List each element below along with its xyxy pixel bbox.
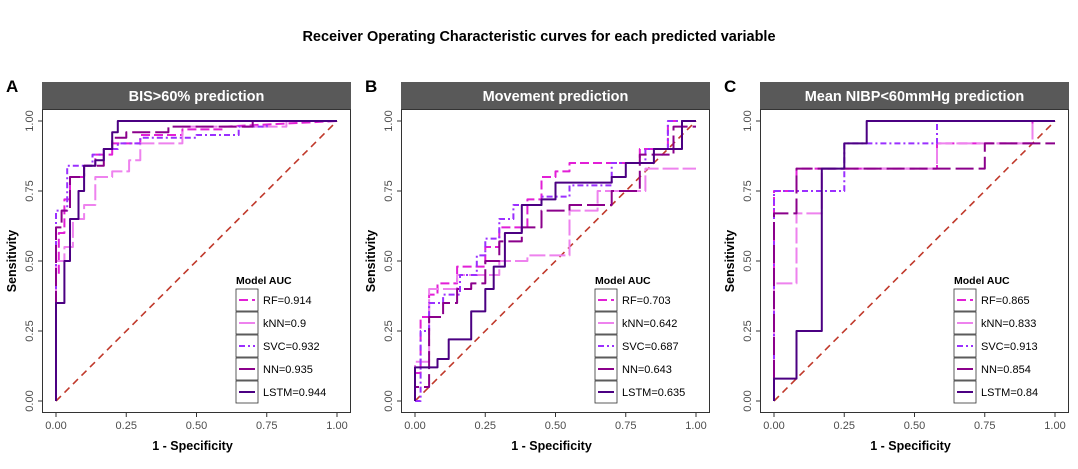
legend-label-knn: kNN=0.833 — [981, 318, 1036, 330]
x-tick-label: 0.25 — [475, 420, 496, 432]
legend-key-box — [594, 334, 618, 358]
panel-title: Movement prediction — [483, 89, 629, 105]
y-tick-label: 0.50 — [742, 250, 754, 271]
y-tick-label: 1.00 — [742, 110, 754, 131]
x-tick-label: 0.75 — [974, 420, 995, 432]
legend-title: Model AUC — [236, 275, 292, 287]
y-tick-label: 0.75 — [383, 180, 395, 201]
x-tick-label: 1.00 — [685, 420, 706, 432]
x-tick-label: 0.00 — [45, 420, 66, 432]
y-tick-label: 0.00 — [383, 390, 395, 411]
y-axis-title: Sensitivity — [723, 230, 737, 293]
x-tick-label: 0.75 — [615, 420, 636, 432]
y-tick-label: 0.00 — [742, 390, 754, 411]
y-axis-title: Sensitivity — [5, 230, 19, 293]
legend-title: Model AUC — [595, 275, 651, 287]
y-tick-label: 0.00 — [24, 390, 36, 411]
panel-title: Mean NIBP<60mmHg prediction — [805, 89, 1025, 105]
roc-curve-svc — [55, 120, 337, 401]
x-tick-label: 1.00 — [326, 420, 347, 432]
y-tick-label: 1.00 — [383, 110, 395, 131]
legend-label-knn: kNN=0.9 — [263, 318, 306, 330]
chance-diagonal — [55, 120, 338, 402]
x-tick-label: 0.50 — [904, 420, 925, 432]
legend-label-svc: SVC=0.932 — [263, 341, 320, 353]
legend-key-box — [953, 334, 977, 358]
panels-container: A BIS>60% prediction 0.00 0.25 0.50 0.75 1.00 0… — [5, 77, 1069, 453]
panel-strip — [401, 82, 710, 109]
roc-panel-c: C Mean NIBP<60mmHg prediction 0.00 0.25 0.50… — [723, 77, 1069, 453]
y-tick-label: 0.25 — [24, 320, 36, 341]
roc-curve-lstm — [55, 120, 337, 401]
panel-strip — [760, 82, 1069, 109]
legend-label-nn: NN=0.935 — [263, 364, 313, 376]
legend-label-lstm: LSTM=0.635 — [622, 387, 685, 399]
legend-label-svc: SVC=0.687 — [622, 341, 679, 353]
legend-label-lstm: LSTM=0.84 — [981, 387, 1038, 399]
legend-label-knn: kNN=0.642 — [622, 318, 677, 330]
y-tick-label: 0.25 — [383, 320, 395, 341]
roc-curve-nn — [414, 125, 696, 401]
roc-curve-nn — [773, 142, 1055, 401]
panel-label: C — [724, 77, 736, 96]
x-tick-label: 0.50 — [186, 420, 207, 432]
panel-strip — [42, 82, 351, 109]
y-tick-label: 0.50 — [24, 250, 36, 271]
x-tick-label: 0.75 — [256, 420, 277, 432]
x-axis-title: 1 - Specificity — [511, 439, 592, 453]
panel-label: A — [6, 77, 18, 96]
legend-label-nn: NN=0.643 — [622, 364, 672, 376]
chance-diagonal — [773, 120, 1056, 402]
legend-label-rf: RF=0.914 — [263, 295, 312, 307]
roc-panel-a: A BIS>60% prediction 0.00 0.25 0.50 0.75 1.00 0… — [5, 77, 351, 453]
legend-title: Model AUC — [954, 275, 1010, 287]
x-tick-label: 0.00 — [404, 420, 425, 432]
x-tick-label: 0.25 — [116, 420, 137, 432]
y-tick-label: 1.00 — [24, 110, 36, 131]
x-axis-title: 1 - Specificity — [870, 439, 951, 453]
legend-label-svc: SVC=0.913 — [981, 341, 1038, 353]
legend-key-box — [235, 334, 259, 358]
roc-panel-b: B Movement prediction 0.00 0.25 0.50 0.75 1.00… — [364, 77, 710, 453]
panel-title: BIS>60% prediction — [129, 89, 265, 105]
x-tick-label: 1.00 — [1044, 420, 1065, 432]
y-tick-label: 0.75 — [742, 180, 754, 201]
legend-label-rf: RF=0.703 — [622, 295, 671, 307]
y-axis-title: Sensitivity — [364, 230, 378, 293]
x-tick-label: 0.00 — [763, 420, 784, 432]
y-tick-label: 0.75 — [24, 180, 36, 201]
legend-label-lstm: LSTM=0.944 — [263, 387, 326, 399]
y-tick-label: 0.50 — [383, 250, 395, 271]
x-axis-title: 1 - Specificity — [152, 439, 233, 453]
panel-label: B — [365, 77, 377, 96]
figure-title: Receiver Operating Characteristic curves… — [302, 29, 775, 45]
x-tick-label: 0.25 — [834, 420, 855, 432]
x-tick-label: 0.50 — [545, 420, 566, 432]
roc-curve-lstm — [773, 120, 1055, 401]
legend-label-rf: RF=0.865 — [981, 295, 1030, 307]
y-tick-label: 0.25 — [742, 320, 754, 341]
roc-curve-knn — [55, 120, 337, 401]
legend-label-nn: NN=0.854 — [981, 364, 1031, 376]
roc-curve-lstm — [414, 120, 696, 401]
